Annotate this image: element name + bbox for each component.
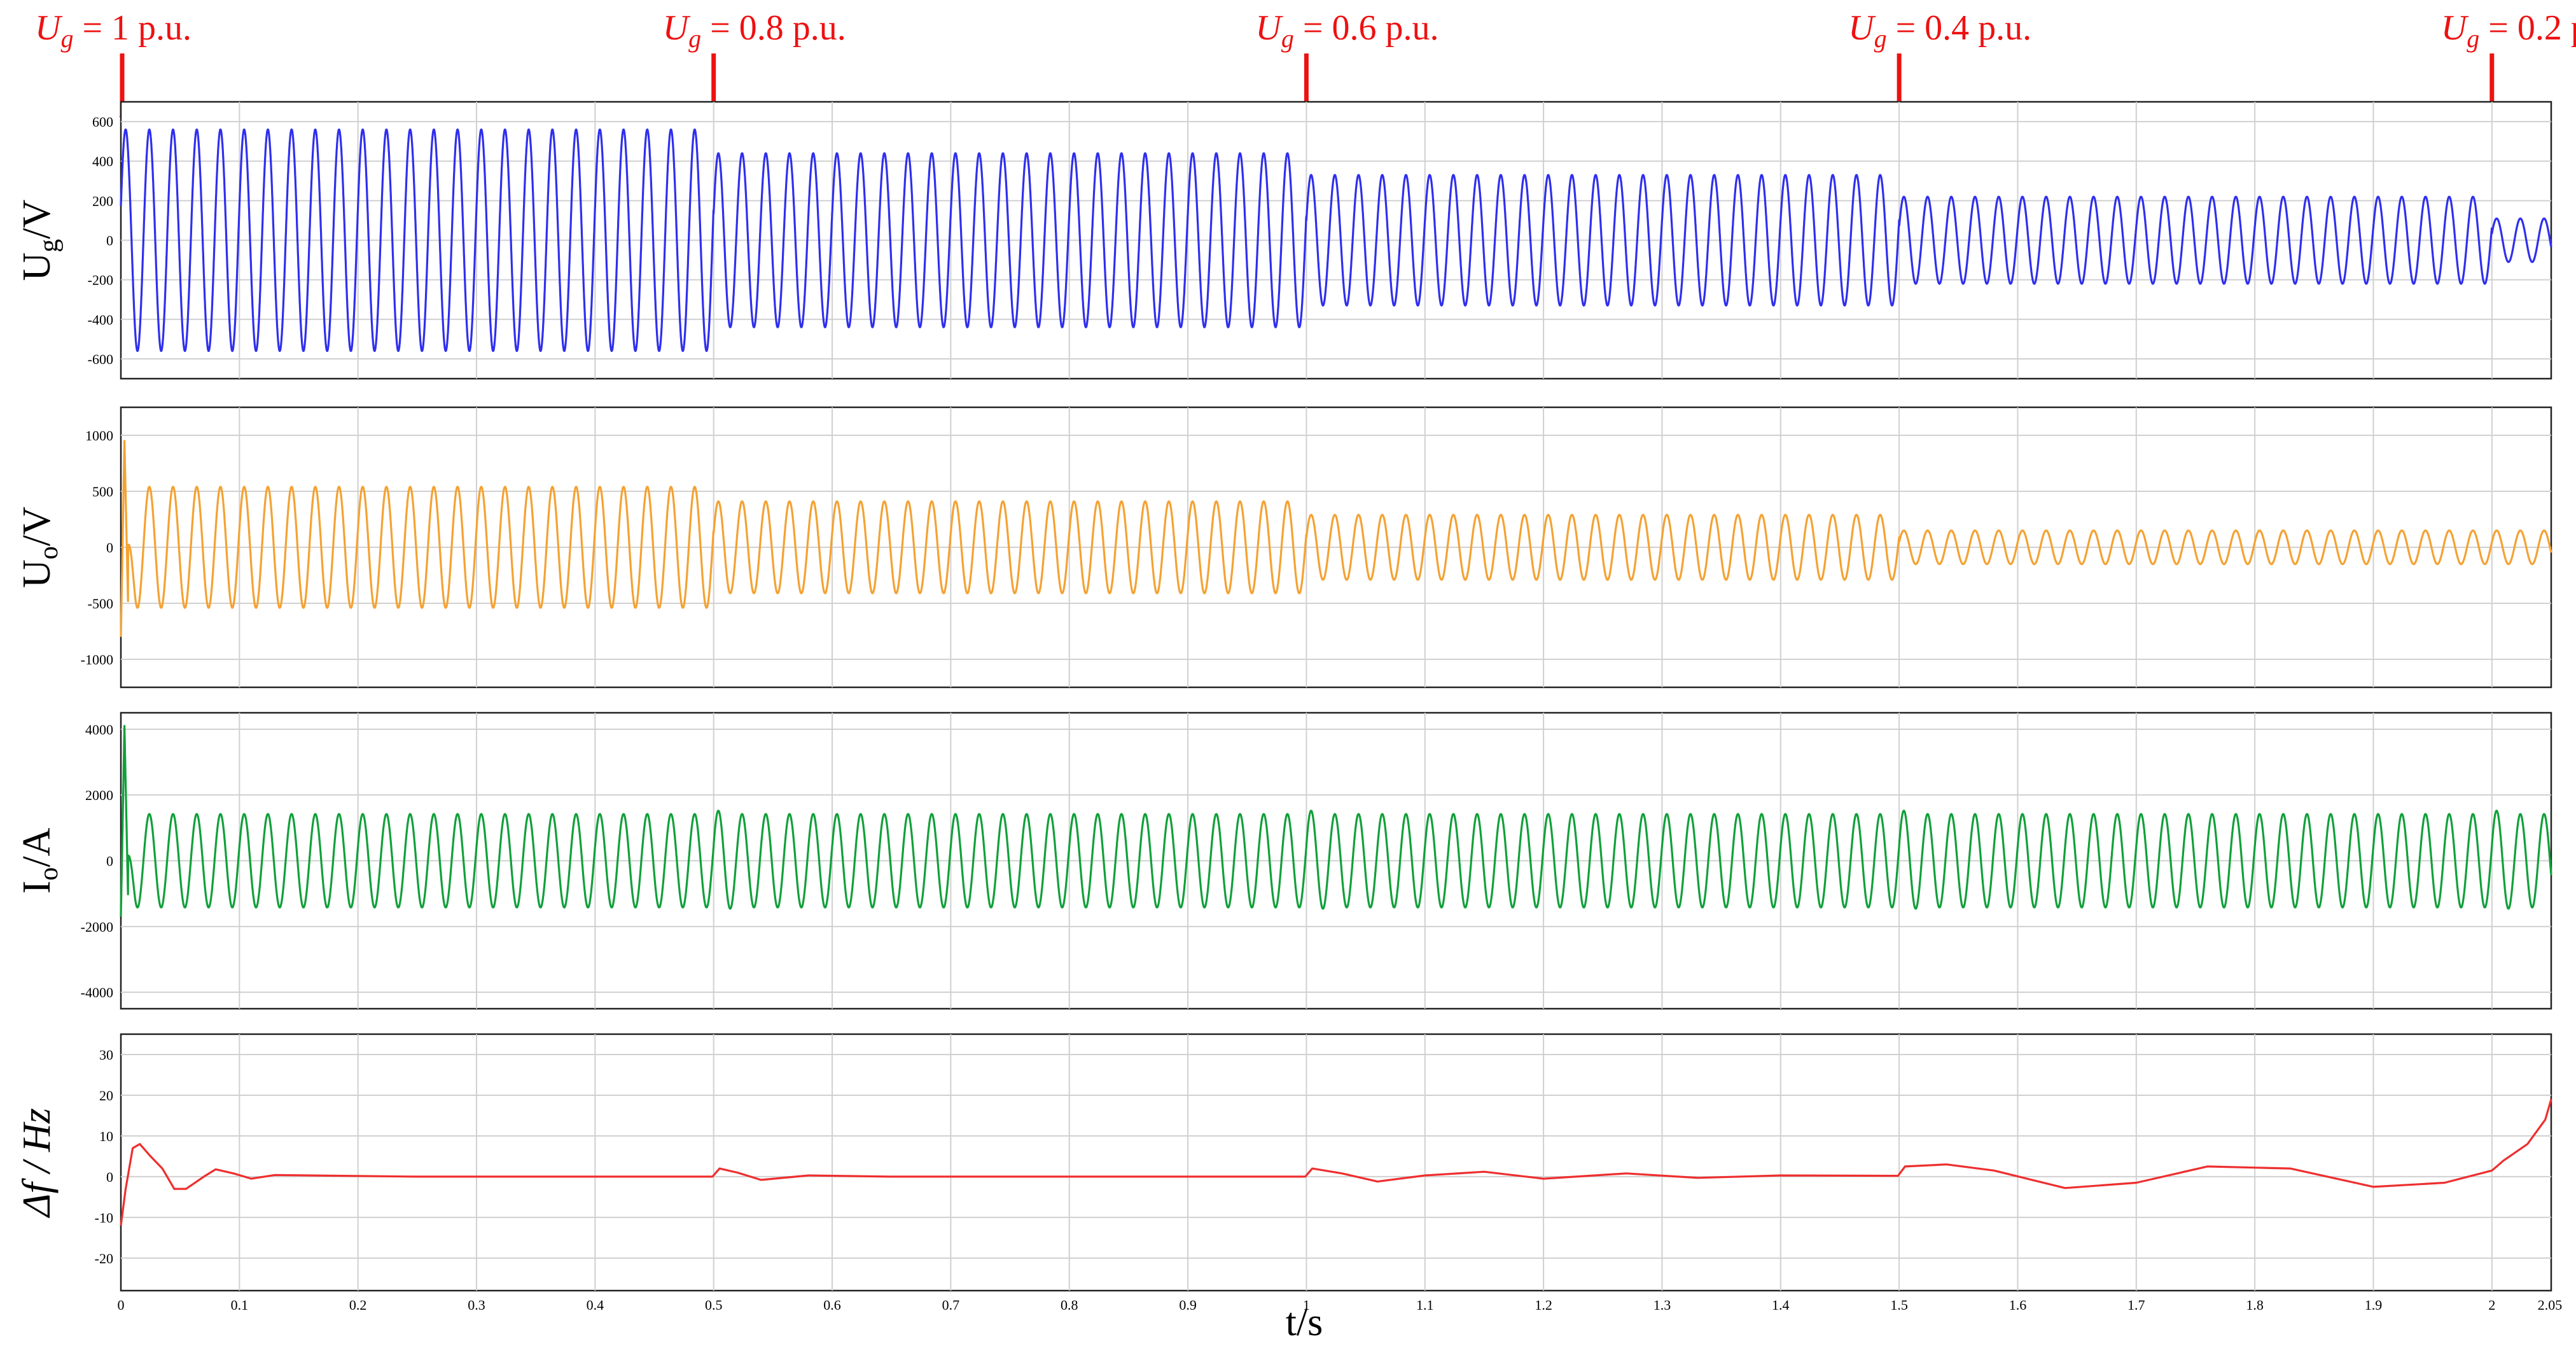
y-axis-label: Ug/V xyxy=(15,199,64,281)
x-tick-label: 0.1 xyxy=(231,1297,249,1313)
y-tick-label: 2000 xyxy=(85,787,113,803)
voltage-step-annotations: Ug = 1 p.u. Ug = 0.8 p.u. Ug = 0.6 p.u. Ug … xyxy=(35,8,2576,200)
output-voltage-panel: 1000 500 0 -500 -1000 Uo/V xyxy=(15,406,2552,689)
annotation-label: Ug = 1 p.u. xyxy=(35,8,191,53)
y-tick-label: -200 xyxy=(88,272,113,288)
y-tick-label: 0 xyxy=(106,233,113,249)
annotation-label: Ug = 0.4 p.u. xyxy=(1848,8,2031,53)
y-tick-label: -2000 xyxy=(81,919,113,935)
x-tick-label: 0 xyxy=(118,1297,125,1313)
y-axis-label: Δf / Hz xyxy=(15,1108,59,1219)
y-tick-label: 0 xyxy=(106,853,113,869)
y-tick-label: -20 xyxy=(95,1251,113,1266)
y-tick-label: 10 xyxy=(99,1128,113,1144)
x-tick-label: 1.9 xyxy=(2365,1297,2383,1313)
series-line xyxy=(120,1098,2552,1226)
y-tick-label: -500 xyxy=(88,596,113,612)
x-tick-label: 0.5 xyxy=(705,1297,723,1313)
x-tick-label: 1.2 xyxy=(1535,1297,1552,1313)
plot-frame xyxy=(120,1033,2552,1292)
y-tick-label: 600 xyxy=(92,114,113,130)
y-tick-label: -1000 xyxy=(81,652,113,668)
y-tick-label: -4000 xyxy=(81,985,113,1000)
x-tick-label: 0.8 xyxy=(1061,1297,1078,1313)
y-tick-label: -10 xyxy=(95,1210,113,1226)
series-line xyxy=(120,440,2552,637)
x-tick-label: 1.6 xyxy=(2009,1297,2027,1313)
x-tick-label: 2.05 xyxy=(2538,1297,2563,1313)
series-line xyxy=(120,725,2552,917)
y-tick-label: 30 xyxy=(99,1047,113,1063)
x-tick-label: 2 xyxy=(2488,1297,2495,1313)
x-tick-label: 1.5 xyxy=(1890,1297,1908,1313)
x-tick-label: 0.6 xyxy=(823,1297,841,1313)
series-line xyxy=(120,128,2552,353)
y-tick-label: 0 xyxy=(106,540,113,556)
y-tick-label: 200 xyxy=(92,193,113,209)
annotation-label: Ug = 0.2 p.u. xyxy=(2441,8,2576,53)
x-tick-label: 1.7 xyxy=(2127,1297,2145,1313)
annotation-label: Ug = 0.8 p.u. xyxy=(663,8,846,53)
y-tick-label: 1000 xyxy=(85,428,113,444)
grid-voltage-panel: 600 400 200 0 -200 -400 -600 Ug/V xyxy=(15,101,2552,380)
y-axis-label: Io/A xyxy=(15,827,64,894)
x-tick-label: 0.7 xyxy=(942,1297,960,1313)
x-tick-label: 0.2 xyxy=(349,1297,367,1313)
x-tick-label: 1.3 xyxy=(1654,1297,1671,1313)
x-tick-label: 0.4 xyxy=(587,1297,604,1313)
y-tick-label: 500 xyxy=(92,484,113,500)
y-tick-label: 400 xyxy=(92,153,113,169)
x-tick-label: 1.4 xyxy=(1772,1297,1790,1313)
y-axis-label: Uo/V xyxy=(15,507,64,588)
x-tick-label: 1 xyxy=(1303,1297,1310,1313)
y-tick-label: 0 xyxy=(106,1169,113,1185)
x-tick-label: 1.8 xyxy=(2246,1297,2264,1313)
y-tick-label: -400 xyxy=(88,312,113,328)
y-tick-label: 4000 xyxy=(85,722,113,738)
x-tick-label: 1.1 xyxy=(1416,1297,1434,1313)
x-tick-label: 0.3 xyxy=(468,1297,485,1313)
output-current-panel: 4000 2000 0 -2000 -4000 Io/A xyxy=(15,712,2552,1010)
y-tick-label: 20 xyxy=(99,1088,113,1104)
frequency-deviation-panel: 30 20 10 0 -10 -20 Δf / Hz xyxy=(15,1033,2552,1292)
y-tick-label: -600 xyxy=(88,351,113,367)
time-axis: 0 0.1 0.2 0.3 0.4 0.5 0.6 0.7 0.8 0.9 1 1.1 1.2 1.3 1.… xyxy=(118,1297,2563,1313)
x-axis-label: t/s xyxy=(1286,1301,1323,1344)
annotation-label: Ug = 0.6 p.u. xyxy=(1255,8,1438,53)
x-tick-label: 0.9 xyxy=(1179,1297,1197,1313)
